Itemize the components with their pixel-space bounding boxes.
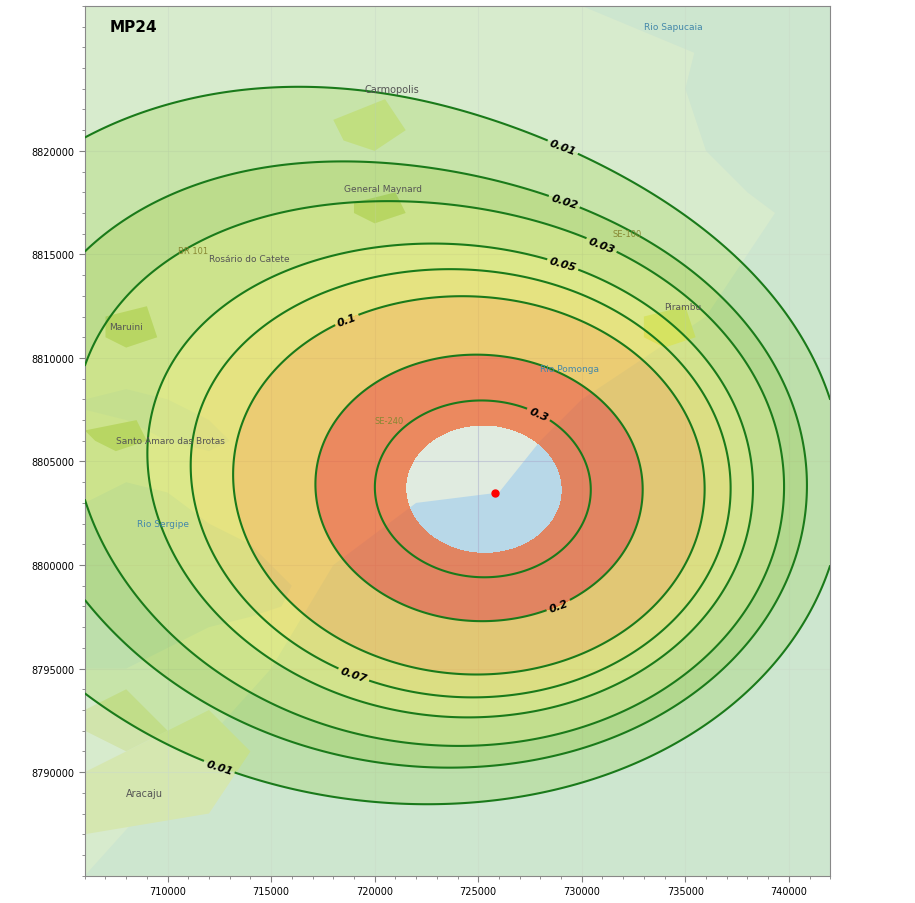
Text: 0.2: 0.2 — [547, 598, 569, 614]
Text: SE-240: SE-240 — [374, 416, 404, 425]
Text: 0.02: 0.02 — [550, 193, 579, 211]
Text: BR 101: BR 101 — [178, 247, 208, 256]
Polygon shape — [85, 483, 292, 669]
Text: Rio Pomonga: Rio Pomonga — [541, 365, 599, 374]
Polygon shape — [85, 421, 147, 452]
Text: Rio Sergipe: Rio Sergipe — [136, 519, 188, 528]
Text: Rosário do Catete: Rosário do Catete — [209, 255, 290, 264]
Text: Aracaju: Aracaju — [126, 788, 163, 798]
Text: Rio Sapucaia: Rio Sapucaia — [644, 23, 703, 33]
Text: Santo Amaro das Brotas: Santo Amaro das Brotas — [116, 437, 225, 446]
Text: Carmopolis: Carmopolis — [364, 85, 419, 95]
Text: Maruini: Maruini — [110, 323, 144, 332]
Polygon shape — [644, 307, 695, 349]
Polygon shape — [105, 307, 157, 349]
Text: Pirambu: Pirambu — [664, 303, 702, 312]
Text: 0.05: 0.05 — [548, 256, 577, 274]
Text: MP24: MP24 — [110, 20, 157, 35]
Text: 0.1: 0.1 — [336, 312, 358, 329]
Polygon shape — [685, 7, 830, 256]
Text: 0.01: 0.01 — [548, 138, 577, 157]
Polygon shape — [85, 389, 230, 452]
Text: General Maynard: General Maynard — [344, 184, 422, 193]
Text: 0.03: 0.03 — [587, 236, 617, 255]
Polygon shape — [85, 690, 167, 751]
Text: 0.3: 0.3 — [528, 405, 550, 423]
Text: SE-100: SE-100 — [613, 230, 642, 239]
Text: 0.01: 0.01 — [205, 759, 234, 776]
Polygon shape — [85, 710, 251, 834]
Polygon shape — [333, 100, 405, 152]
Polygon shape — [85, 7, 830, 876]
Text: 0.07: 0.07 — [339, 666, 369, 684]
Polygon shape — [354, 193, 405, 224]
